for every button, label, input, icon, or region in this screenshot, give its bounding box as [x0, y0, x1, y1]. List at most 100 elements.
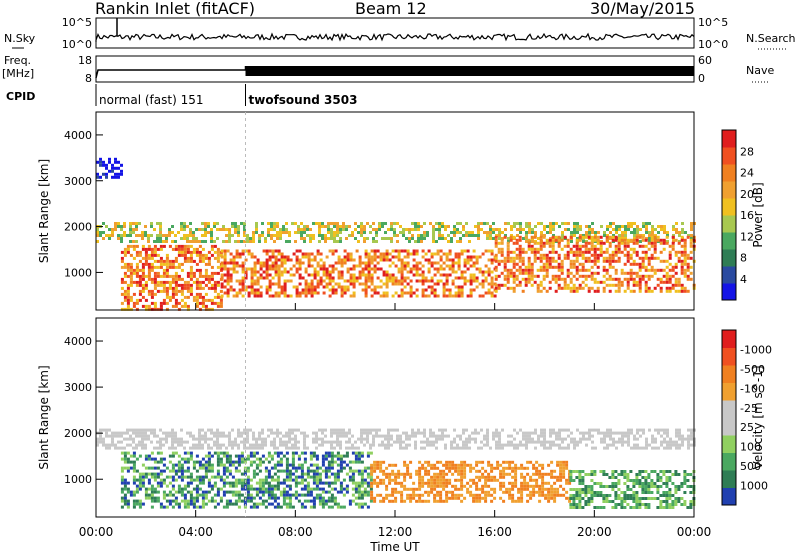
echo-cell: [235, 252, 239, 256]
echo-cell: [591, 222, 594, 225]
cpid-label: CPID: [6, 90, 35, 103]
echo-cell: [183, 440, 186, 444]
echo-cell: [241, 252, 245, 256]
echo-cell: [123, 271, 127, 275]
echo-cell: [147, 454, 151, 458]
echo-cell: [518, 280, 522, 284]
echo-cell: [578, 491, 582, 494]
echo-cell: [653, 268, 657, 272]
echo-cell: [570, 437, 573, 441]
echo-cell: [99, 440, 102, 444]
echo-cell: [333, 475, 337, 479]
echo-cell: [421, 264, 425, 268]
echo-cell: [204, 431, 207, 435]
echo-cell: [162, 437, 165, 441]
echo-cell: [241, 264, 245, 268]
echo-cell: [432, 443, 435, 447]
echo-cell: [210, 283, 214, 287]
echo-cell: [241, 261, 245, 265]
echo-cell: [352, 273, 356, 277]
echo-cell: [183, 283, 187, 287]
echo-cell: [234, 466, 238, 470]
echo-cell: [524, 235, 528, 239]
echo-cell: [189, 451, 193, 455]
echo-cell: [463, 472, 467, 476]
echo-cell: [674, 262, 678, 266]
echo-cell: [666, 234, 669, 237]
echo-cell: [463, 463, 467, 467]
echo-cell: [457, 255, 461, 259]
echo-cell: [663, 440, 666, 444]
echo-cell: [250, 267, 254, 271]
echo-cell: [213, 431, 216, 435]
echo-cell: [585, 431, 588, 435]
echo-cell: [474, 431, 477, 435]
echo-cell: [255, 451, 259, 455]
echo-cell: [484, 291, 488, 295]
echo-cell: [590, 277, 594, 281]
echo-cell: [435, 440, 438, 444]
echo-cell: [506, 259, 510, 263]
echo-cell: [635, 274, 639, 278]
echo-cell: [429, 431, 432, 435]
echo-cell: [286, 258, 290, 262]
echo-cell: [376, 261, 380, 265]
echo-cell: [469, 469, 473, 473]
echo-cell: [342, 466, 346, 470]
echo-cell: [186, 475, 190, 479]
echo-cell: [629, 268, 633, 272]
echo-cell: [252, 237, 255, 240]
echo-cell: [411, 428, 414, 432]
echo-cell: [603, 440, 606, 444]
echo-cell: [456, 222, 459, 225]
echo-cell: [385, 273, 389, 277]
echo-cell: [120, 307, 124, 311]
echo-cell: [261, 478, 265, 482]
echo-cell: [237, 505, 241, 509]
echo-cell: [150, 487, 154, 491]
echo-cell: [282, 440, 285, 444]
echo-cell: [569, 235, 573, 239]
echo-cell: [575, 253, 579, 257]
nave-tick-top: 60: [698, 54, 712, 67]
echo-cell: [511, 466, 515, 470]
echo-cell: [549, 222, 552, 225]
echo-cell: [543, 225, 546, 228]
echo-cell: [247, 294, 251, 298]
echo-cell: [606, 234, 609, 237]
echo-cell: [373, 463, 377, 467]
echo-cell: [192, 250, 196, 254]
echo-cell: [651, 231, 654, 234]
echo-cell: [560, 238, 564, 242]
echo-cell: [267, 222, 270, 225]
echo-cell: [463, 249, 467, 253]
echo-cell: [390, 428, 393, 432]
echo-cell: [358, 282, 362, 286]
echo-cell: [544, 496, 548, 500]
echo-cell: [408, 240, 411, 243]
echo-cell: [572, 262, 576, 266]
echo-cell: [195, 469, 199, 473]
echo-cell: [111, 175, 114, 179]
echo-cell: [581, 256, 585, 260]
echo-cell: [563, 256, 567, 260]
echo-cell: [141, 244, 145, 248]
echo-cell: [132, 502, 136, 506]
echo-cell: [234, 443, 237, 447]
echo-cell: [415, 249, 419, 253]
echo-cell: [558, 434, 561, 438]
echo-cell: [162, 505, 166, 509]
echo-cell: [354, 454, 358, 458]
echo-cell: [503, 268, 507, 272]
echo-cell: [123, 431, 126, 435]
echo-cell: [198, 460, 202, 464]
echo-cell: [283, 279, 287, 283]
echo-cell: [207, 484, 211, 488]
echo-cell: [666, 428, 669, 432]
echo-cell: [624, 431, 627, 435]
echo-cell: [141, 268, 145, 272]
echo-cell: [298, 294, 302, 298]
echo-cell: [259, 267, 263, 271]
echo-cell: [280, 291, 284, 295]
echo-cell: [204, 490, 208, 494]
